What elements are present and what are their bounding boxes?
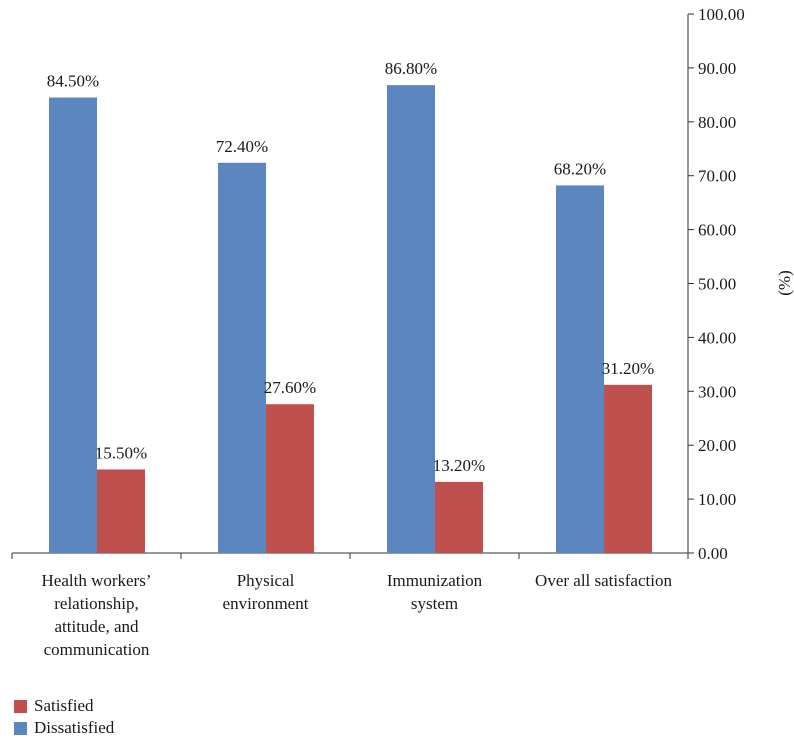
data-label-satisfied-4: 31.20% (602, 359, 654, 378)
y-axis-label: (%) (775, 270, 794, 295)
y-tick-label-6: 60.00 (698, 221, 736, 240)
x-tick-label-line: communication (44, 640, 150, 659)
x-axis-ticks: Health workers’ relationship, attitude, an… (11, 553, 689, 659)
bar-satisfied-2 (266, 404, 314, 553)
y-tick-label-5: 50.00 (698, 275, 736, 294)
bar-dissatisfied-1 (49, 97, 97, 554)
x-tick-label-line: attitude, and (54, 617, 139, 636)
x-tick-label-2: Physical environment (223, 571, 309, 613)
bar-dissatisfied-4 (556, 185, 604, 554)
legend-item-dissatisfied: Dissatisfied (14, 717, 114, 739)
x-tick-label-4: Over all satisfaction (535, 571, 672, 590)
x-tick-label-line: system (411, 594, 458, 613)
data-label-dissatisfied-3: 86.80% (385, 59, 437, 78)
bar-dissatisfied-2 (218, 162, 266, 554)
x-tick-label-1: Health workers’ relationship, attitude, an… (42, 571, 152, 659)
y-axis-ticks: 0.00 10.00 20.00 30.00 40.00 50.00 60.00 70.00 8… (688, 5, 745, 563)
legend-item-satisfied: Satisfied (14, 695, 114, 717)
bars-layer (49, 85, 652, 554)
data-label-satisfied-1: 15.50% (95, 443, 147, 462)
x-tick-label-line: Physical (237, 571, 295, 590)
legend-swatch-dissatisfied (14, 721, 27, 735)
data-label-satisfied-2: 27.60% (264, 378, 316, 397)
y-tick-label-9: 90.00 (698, 59, 736, 78)
legend-label-satisfied: Satisfied (34, 696, 94, 715)
x-tick-label-line: relationship, (54, 594, 139, 613)
data-label-dissatisfied-2: 72.40% (216, 137, 268, 156)
bar-dissatisfied-3 (387, 85, 435, 553)
y-tick-label-1: 10.00 (698, 490, 736, 509)
x-tick-label-3: Immunization system (387, 571, 483, 613)
bar-satisfied-1 (97, 469, 145, 553)
x-tick-label-line: Over all satisfaction (535, 571, 672, 590)
data-label-satisfied-3: 13.20% (433, 456, 485, 475)
y-tick-label-3: 30.00 (698, 382, 736, 401)
legend: Satisfied Dissatisfied (14, 695, 114, 739)
bar-satisfied-4 (604, 384, 652, 553)
x-tick-label-line: Immunization (387, 571, 483, 590)
y-tick-label-7: 70.00 (698, 167, 736, 186)
legend-label-dissatisfied: Dissatisfied (34, 718, 115, 737)
y-tick-label-10: 100.00 (698, 5, 745, 24)
y-tick-label-2: 20.00 (698, 436, 736, 455)
data-label-dissatisfied-1: 84.50% (47, 72, 99, 91)
y-tick-label-8: 80.00 (698, 113, 736, 132)
y-tick-label-0: 0.00 (698, 544, 728, 563)
data-labels-layer: 84.50% 72.40% 86.80% 68.20% 15.50% 27.60% 13.2… (47, 59, 654, 475)
x-tick-label-line: Health workers’ (42, 571, 152, 590)
legend-swatch-satisfied (14, 699, 27, 713)
bar-satisfied-3 (435, 481, 483, 553)
y-tick-label-4: 40.00 (698, 328, 736, 347)
x-tick-label-line: environment (223, 594, 309, 613)
data-label-dissatisfied-4: 68.20% (554, 159, 606, 178)
